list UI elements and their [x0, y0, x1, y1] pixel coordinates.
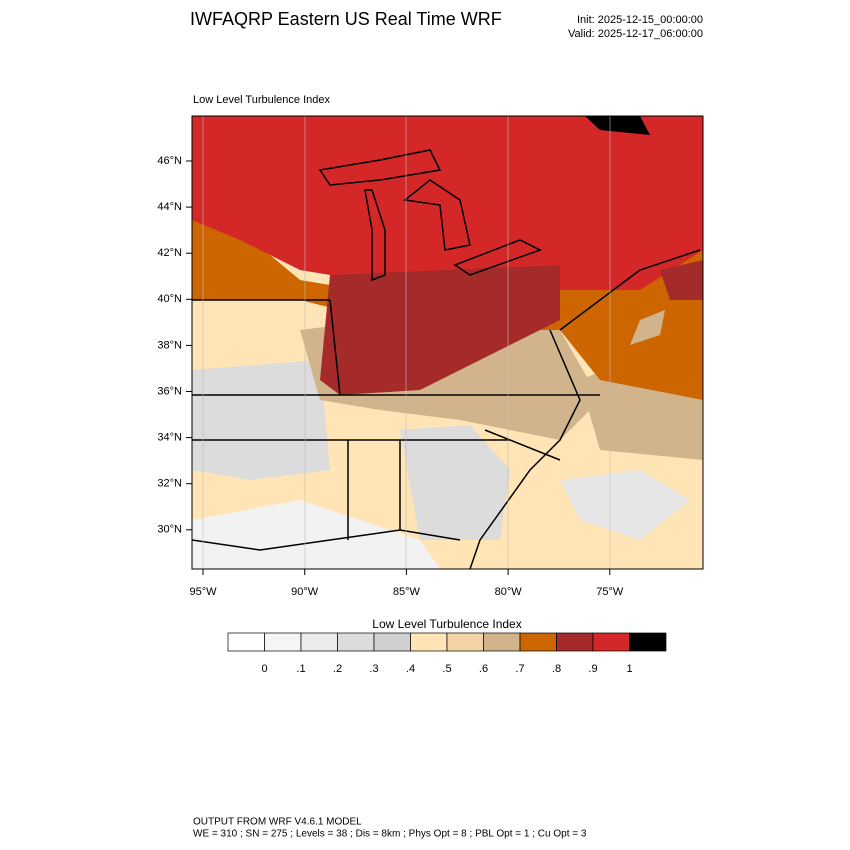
lat-label: 34°N [157, 432, 182, 444]
state-lines [192, 249, 701, 540]
colorbar-box [629, 632, 667, 652]
colorbar-box [446, 632, 484, 652]
lat-label: 42°N [157, 247, 182, 259]
field-gray-south [400, 425, 510, 540]
lat-label: 32°N [157, 478, 182, 490]
field-gray-ocean [560, 470, 690, 540]
map [192, 116, 703, 569]
lat-label: 36°N [157, 385, 182, 397]
colorbar-title: Low Level Turbulence Index [372, 617, 521, 631]
colorbar-label: 1 [626, 663, 632, 675]
footer-line2: WE = 310 ; SN = 275 ; Levels = 38 ; Dis … [193, 829, 587, 840]
colorbar-label: .6 [479, 663, 488, 675]
colorbar-box [556, 632, 594, 652]
lat-label: 44°N [157, 201, 182, 213]
map-frame [191, 115, 704, 570]
colorbar-label: .9 [588, 663, 597, 675]
colorbar-box [410, 632, 448, 652]
lat-label: 30°N [157, 524, 182, 536]
colorbar-box [519, 632, 557, 652]
field-darkred-east [660, 260, 703, 300]
colorbar-box [300, 632, 338, 652]
lon-label: 80°W [495, 586, 523, 598]
colorbar-label: .5 [442, 663, 451, 675]
colorbar-label: .2 [333, 663, 342, 675]
lake-michigan [364, 189, 386, 282]
field-gulf [192, 500, 440, 569]
lat-label: 46°N [157, 155, 182, 167]
lon-label: 75°W [596, 586, 624, 598]
boundaries [192, 149, 701, 569]
map-subtitle: Low Level Turbulence Index [193, 94, 330, 106]
field-gray-west [192, 360, 330, 480]
lat-label: 38°N [157, 339, 182, 351]
lon-label: 85°W [393, 586, 421, 598]
colorbar-label: 0 [261, 663, 267, 675]
field-red [192, 116, 703, 290]
colorbar-box [337, 632, 375, 652]
graticule [202, 116, 611, 569]
colorbar-label: .4 [406, 663, 415, 675]
lon-label: 90°W [291, 586, 319, 598]
field-black [585, 116, 650, 135]
colorbar-box [483, 632, 521, 652]
lon-label: 95°W [189, 586, 217, 598]
colorbar-label: .7 [515, 663, 524, 675]
init-time: Init: 2025-12-15_00:00:00 [577, 14, 703, 26]
colorbar-label: .3 [369, 663, 378, 675]
colorbar-box [264, 632, 302, 652]
field-tan-spot [630, 310, 665, 345]
michigan [403, 179, 471, 251]
colorbar-box [227, 632, 265, 652]
colorbar-label: .8 [552, 663, 561, 675]
colorbar-box [373, 632, 411, 652]
colorbar-box [592, 632, 630, 652]
valid-time: Valid: 2025-12-17_06:00:00 [568, 28, 703, 40]
lat-label: 40°N [157, 293, 182, 305]
lake-erie [453, 239, 542, 276]
lake-superior [318, 149, 442, 186]
field-darkred [320, 265, 560, 395]
coastline [192, 329, 581, 569]
title: IWFAQRP Eastern US Real Time WRF [190, 9, 502, 29]
colorbar-label: .1 [296, 663, 305, 675]
footer-line1: OUTPUT FROM WRF V4.6.1 MODEL [193, 817, 362, 828]
